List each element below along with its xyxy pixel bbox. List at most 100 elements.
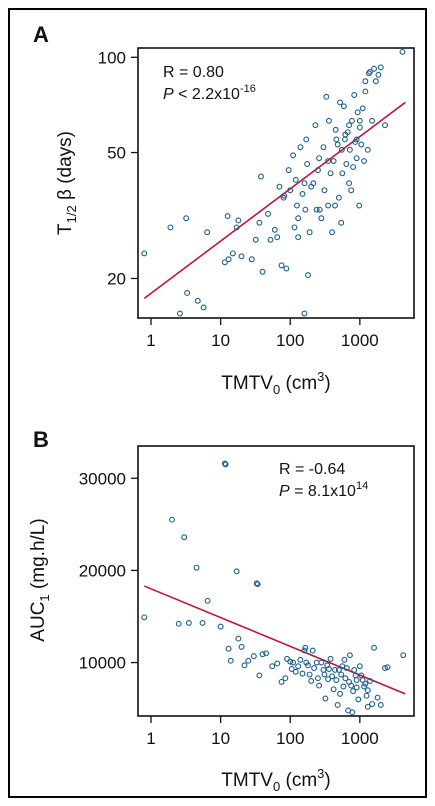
data-point-a xyxy=(167,224,174,231)
x-axis-label-a-sub: 0 xyxy=(273,382,280,397)
data-point-a xyxy=(290,152,297,159)
data-point-a xyxy=(229,250,236,257)
data-point-a xyxy=(256,219,263,226)
data-point-b xyxy=(238,643,245,650)
y-axis-label-a-main: T xyxy=(55,223,76,235)
data-point-b xyxy=(384,664,391,671)
data-point-b xyxy=(235,635,242,642)
data-point-b xyxy=(305,662,311,669)
data-point-a xyxy=(340,103,347,110)
y-axis-label-b: AUC1 (mg.h/L) xyxy=(28,518,52,641)
data-point-a xyxy=(343,161,350,167)
data-point-b xyxy=(193,564,200,571)
x-tick-label-b: 10 xyxy=(211,729,230,748)
data-point-b xyxy=(330,686,337,693)
data-point-b xyxy=(302,644,309,651)
data-point-b xyxy=(353,677,360,684)
data-point-b xyxy=(233,568,240,575)
data-point-b xyxy=(326,666,332,672)
data-point-a xyxy=(338,146,345,153)
data-point-a xyxy=(314,167,321,174)
data-point-a xyxy=(183,215,190,222)
data-point-a xyxy=(271,226,278,233)
y-tick-label-a: 50 xyxy=(107,144,126,163)
data-point-b xyxy=(309,647,316,654)
data-point-a xyxy=(337,99,344,106)
y-tick-label-b: 30000 xyxy=(79,469,126,488)
data-point-b xyxy=(364,687,371,694)
data-point-b xyxy=(333,677,340,684)
data-point-b xyxy=(355,696,362,703)
data-point-a xyxy=(332,126,339,133)
y-tick-label-b: 10000 xyxy=(79,654,126,673)
data-point-b xyxy=(363,692,370,699)
x-axis-label-a: TMTV0 (cm3) xyxy=(221,369,330,397)
y-tick-label-a: 20 xyxy=(107,269,126,288)
data-point-a xyxy=(303,136,310,143)
data-point-a xyxy=(334,141,341,148)
stat-p-a: P < 2.2x10-16 xyxy=(163,83,256,103)
data-point-a xyxy=(356,202,363,209)
scatter-points-a xyxy=(141,48,406,317)
x-axis-label-b-sub: 0 xyxy=(273,779,280,794)
y-axis-label-b-sub: 1 xyxy=(37,594,52,601)
data-point-b xyxy=(181,534,188,541)
data-point-b xyxy=(343,665,350,672)
regression-line-a xyxy=(143,101,406,300)
data-point-b xyxy=(256,672,263,679)
x-axis-label-a-sup: 3 xyxy=(317,369,324,384)
data-point-b xyxy=(250,653,257,660)
data-point-b xyxy=(329,673,336,680)
data-point-b xyxy=(316,682,323,689)
fit-line-a xyxy=(143,101,406,300)
data-point-b xyxy=(346,652,353,659)
data-point-a xyxy=(225,256,232,263)
data-point-a xyxy=(295,234,302,241)
data-point-a xyxy=(335,194,342,201)
data-point-a xyxy=(310,180,317,187)
data-point-a xyxy=(353,155,360,162)
data-point-a xyxy=(292,176,299,183)
plot-area-a xyxy=(137,47,415,319)
data-point-a xyxy=(301,180,308,187)
data-point-a xyxy=(326,117,332,124)
stat-p-a-value: < 2.2x10 xyxy=(174,86,240,103)
data-point-a xyxy=(304,161,311,167)
y-axis-label-b-main: AUC xyxy=(28,602,49,642)
data-point-a xyxy=(348,117,355,124)
data-point-a xyxy=(399,48,406,55)
data-point-b xyxy=(349,709,356,716)
data-point-a xyxy=(342,131,349,138)
y-tick-label-b: 20000 xyxy=(79,561,126,580)
panel-letter-b: B xyxy=(33,427,49,452)
data-point-a xyxy=(235,217,242,224)
data-point-a xyxy=(332,202,338,209)
regression-line-b xyxy=(143,585,406,695)
data-point-a xyxy=(312,122,319,129)
data-point-a xyxy=(323,93,330,100)
x-tick-label-a: 100 xyxy=(276,331,304,350)
data-point-a xyxy=(294,202,300,209)
data-point-a xyxy=(356,117,363,124)
stat-p-b-label: P xyxy=(279,483,290,500)
data-point-a xyxy=(341,136,348,143)
data-point-b xyxy=(185,619,192,626)
data-point-a xyxy=(285,167,292,174)
data-point-b xyxy=(400,652,407,659)
data-point-b xyxy=(327,655,334,662)
data-point-a xyxy=(325,202,332,209)
data-point-b xyxy=(377,701,384,708)
x-tick-label-b: 1000 xyxy=(341,729,379,748)
data-point-a xyxy=(224,213,231,219)
data-point-a xyxy=(305,272,311,279)
data-point-a xyxy=(278,262,285,269)
data-point-b xyxy=(322,695,329,702)
data-point-a xyxy=(176,310,183,317)
data-point-b xyxy=(332,666,338,673)
x-axis-label-a-main: TMTV xyxy=(221,373,273,394)
data-point-a xyxy=(301,310,308,317)
data-point-b xyxy=(241,662,248,669)
data-point-b xyxy=(169,516,175,523)
data-point-b xyxy=(141,614,148,621)
